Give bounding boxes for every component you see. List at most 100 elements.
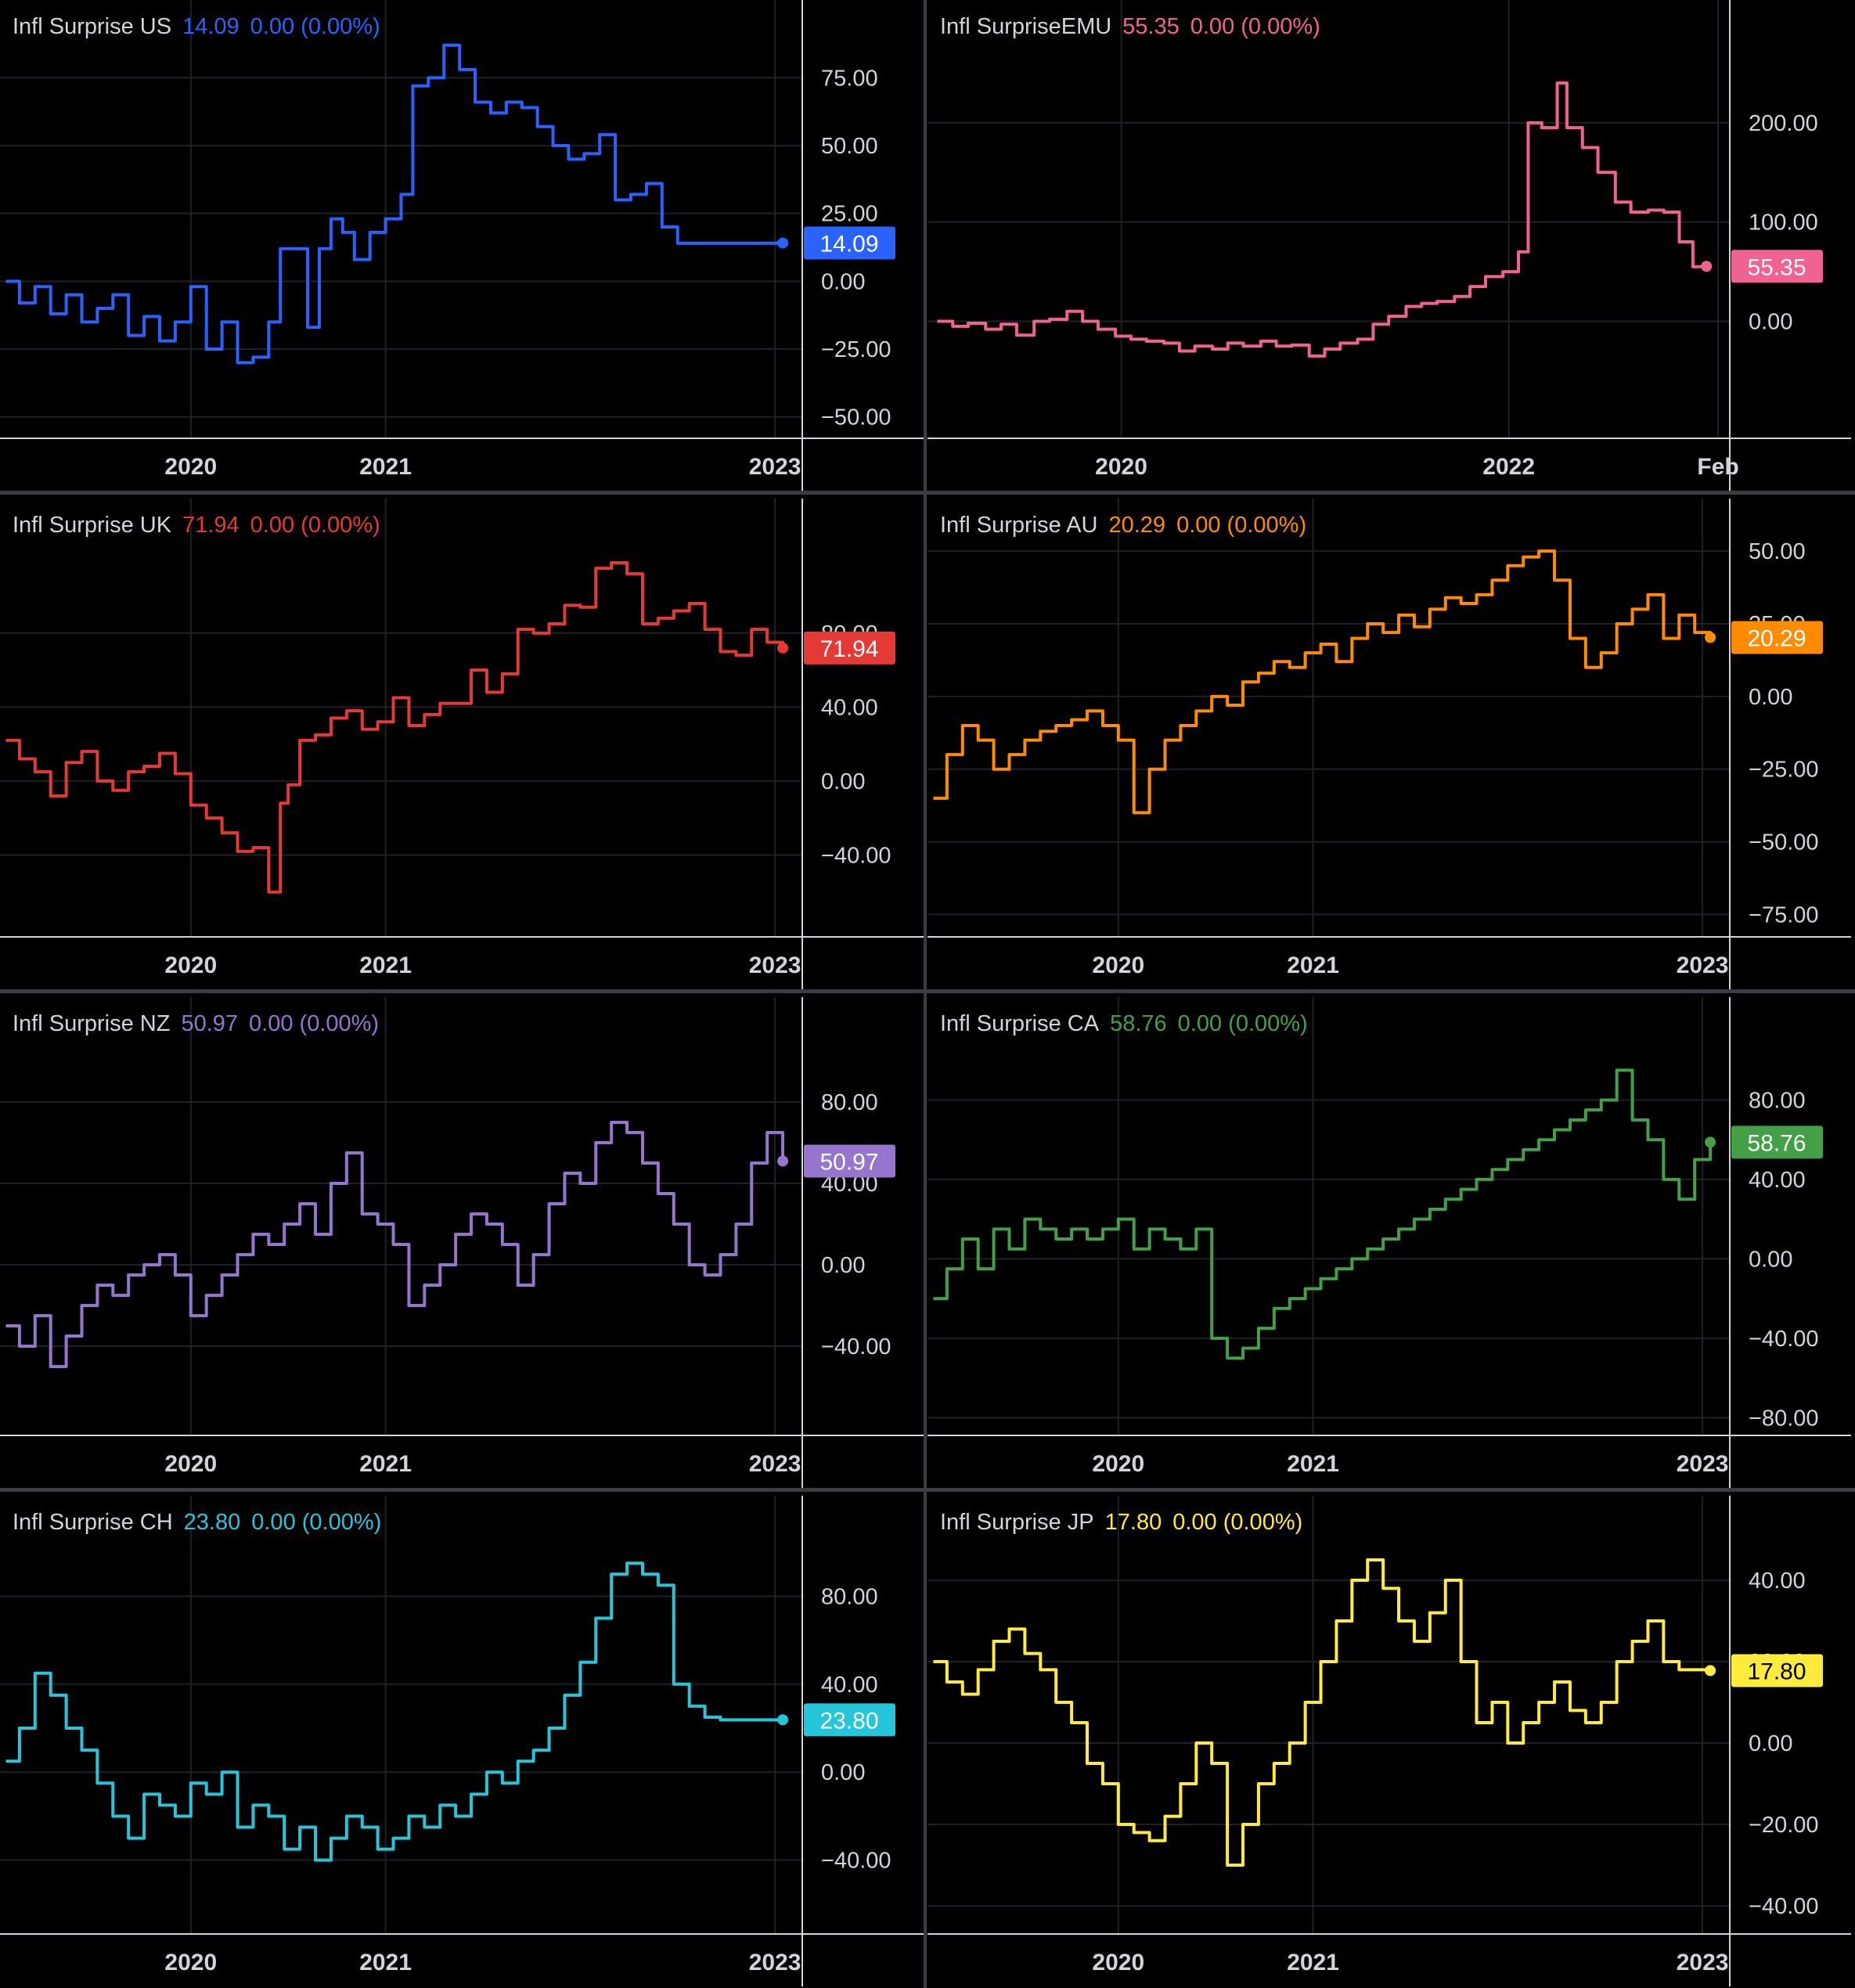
series-change: 0.00 (0.00%) (1190, 14, 1320, 39)
chart-svg[interactable]: 200.00 100.00 0.00 2020 2022 Feb 55.35 (928, 0, 1851, 491)
chart-panel-au[interactable]: 50.0025.000.00−25.00−50.00−75.0020202021… (928, 499, 1851, 989)
y-tick-label: −20.00 (1749, 1813, 1819, 1838)
y-tick-label: −50.00 (821, 405, 891, 430)
y-tick-label: −75.00 (1749, 902, 1819, 927)
series-line[interactable] (5, 561, 785, 894)
series-last-value: 71.94 (182, 513, 240, 538)
series-last-value: 20.29 (1108, 513, 1166, 538)
x-tick-label: 2021 (1287, 1451, 1339, 1477)
pane-divider[interactable] (0, 989, 1855, 993)
last-value-label: 17.80 (1747, 1658, 1806, 1684)
last-value-label: 23.80 (819, 1708, 878, 1734)
chart-panel-nz[interactable]: 80.00 40.00 0.00 −40.00 2020 2021 2023 50.97 Inf… (0, 997, 924, 1488)
series-line[interactable] (933, 1068, 1713, 1360)
last-value-dot (1705, 1665, 1716, 1676)
last-value-label: 50.97 (819, 1149, 878, 1175)
series-legend[interactable]: Infl SurpriseEMU 55.35 0.00 (0.00%) (940, 14, 1331, 40)
series-change: 0.00 (0.00%) (1177, 1011, 1308, 1036)
chart-svg[interactable]: 80.00 40.00 0.00 −40.00 2020 2021 2023 23.80 (0, 1496, 924, 1986)
x-tick-label: 2020 (164, 1451, 217, 1477)
y-tick-label: 0.00 (821, 269, 865, 294)
series-legend[interactable]: Infl Surprise JP 17.80 0.00 (0.00%) (940, 1510, 1313, 1536)
pane-divider[interactable] (0, 491, 1855, 495)
y-tick-label: 0.00 (821, 1760, 865, 1785)
y-tick-label: 0.00 (1749, 1731, 1792, 1756)
last-value-dot (777, 1155, 789, 1167)
series-line[interactable] (937, 81, 1707, 358)
y-tick-label: 80.00 (821, 1584, 878, 1609)
last-value-badge (804, 631, 895, 664)
x-tick-label: 2021 (359, 1451, 412, 1477)
x-tick-label: 2023 (1677, 953, 1729, 978)
x-tick-label: 2023 (1677, 1950, 1729, 1975)
chart-panel-emu[interactable]: 200.00 100.00 0.00 2020 2022 Feb 55.35 Infl Sur… (928, 0, 1851, 491)
last-value-badge (804, 226, 895, 260)
series-legend[interactable]: Infl Surprise CA 58.76 0.00 (0.00%) (940, 1011, 1319, 1037)
y-tick-label: 40.00 (821, 695, 878, 720)
series-title: Infl Surprise CA (940, 1011, 1100, 1036)
x-tick-label: 2021 (359, 953, 412, 978)
y-tick-label: 0.00 (1749, 685, 1792, 710)
series-legend[interactable]: Infl Surprise UK 71.94 0.00 (0.00%) (13, 513, 391, 538)
chart-panel-jp[interactable]: 40.0020.000.00−20.00−40.0020202021202317… (928, 1496, 1851, 1988)
series-legend[interactable]: Infl Surprise CH 23.80 0.00 (0.00%) (13, 1510, 392, 1536)
chart-svg[interactable]: 75.00 50.00 25.00 0.00 −25.00 −50.00 2020 2021 2… (0, 0, 924, 491)
y-tick-label: −40.00 (821, 1849, 891, 1874)
series-legend[interactable]: Infl Surprise US 14.09 0.00 (0.00%) (13, 14, 391, 40)
series-title: Infl Surprise CH (13, 1510, 173, 1535)
x-tick-label: 2023 (749, 454, 801, 480)
series-line[interactable] (5, 43, 783, 365)
y-tick-label: 0.00 (1749, 1247, 1792, 1272)
last-value-badge (1731, 1654, 1823, 1687)
series-title: Infl Surprise US (13, 14, 172, 39)
series-line[interactable] (933, 549, 1713, 815)
last-value-dot (1701, 261, 1713, 272)
series-line[interactable] (933, 1558, 1713, 1867)
x-tick-label: 2023 (1677, 1451, 1729, 1477)
y-tick-label: −25.00 (1749, 758, 1819, 783)
series-change: 0.00 (0.00%) (249, 1011, 380, 1036)
y-tick-label: 40.00 (1749, 1168, 1806, 1193)
series-line[interactable] (5, 1121, 785, 1368)
y-tick-label: 0.00 (821, 769, 865, 794)
chart-svg[interactable]: 50.0025.000.00−25.00−50.00−75.0020202021… (928, 499, 1851, 989)
chart-panel-uk[interactable]: 80.0040.000.00−40.0020202021202371.94Inf… (0, 499, 924, 989)
series-legend[interactable]: Infl Surprise NZ 50.97 0.00 (0.00%) (13, 1011, 390, 1037)
last-value-label: 14.09 (819, 231, 878, 257)
series-line[interactable] (5, 1561, 783, 1862)
y-tick-label: 200.00 (1749, 111, 1818, 136)
pane-divider[interactable] (0, 1488, 1855, 1492)
y-tick-label: 75.00 (821, 66, 878, 91)
chart-svg[interactable]: 40.0020.000.00−20.00−40.0020202021202317… (928, 1496, 1851, 1986)
y-tick-label: −50.00 (1749, 830, 1819, 855)
chart-svg[interactable]: 80.00 40.00 0.00 −40.00 −80.00 2020 2021 2023 58… (928, 997, 1851, 1488)
y-tick-label: −25.00 (821, 337, 891, 362)
series-change: 0.00 (0.00%) (1172, 1510, 1303, 1535)
series-change: 0.00 (0.00%) (250, 513, 380, 538)
last-value-dot (1705, 632, 1716, 643)
series-legend[interactable]: Infl Surprise AU 20.29 0.00 (0.00%) (940, 513, 1317, 538)
pane-divider-vertical[interactable] (924, 0, 927, 1988)
series-title: Infl Surprise AU (940, 513, 1098, 538)
x-tick-label: 2020 (1092, 1950, 1144, 1975)
y-tick-label: −40.00 (821, 843, 891, 868)
series-last-value: 23.80 (183, 1510, 241, 1535)
last-value-badge (804, 1703, 895, 1737)
chart-panel-ca[interactable]: 80.00 40.00 0.00 −40.00 −80.00 2020 2021 2023 58… (928, 997, 1851, 1488)
x-tick-label: Feb (1697, 454, 1738, 480)
last-value-badge (1731, 621, 1823, 654)
x-tick-label: 2021 (359, 1950, 412, 1975)
x-tick-label: 2020 (1092, 1451, 1144, 1477)
series-change: 0.00 (0.00%) (251, 1510, 382, 1535)
series-last-value: 50.97 (181, 1011, 239, 1036)
x-tick-label: 2021 (1287, 1950, 1339, 1975)
last-value-label: 55.35 (1747, 254, 1806, 280)
chart-panel-ch[interactable]: 80.00 40.00 0.00 −40.00 2020 2021 2023 23.80 Inf… (0, 1496, 924, 1988)
series-last-value: 58.76 (1110, 1011, 1167, 1036)
last-value-dot (777, 237, 789, 249)
chart-panel-us[interactable]: 75.00 50.00 25.00 0.00 −25.00 −50.00 2020 2021 2… (0, 0, 924, 491)
y-tick-label: 50.00 (1749, 539, 1806, 564)
